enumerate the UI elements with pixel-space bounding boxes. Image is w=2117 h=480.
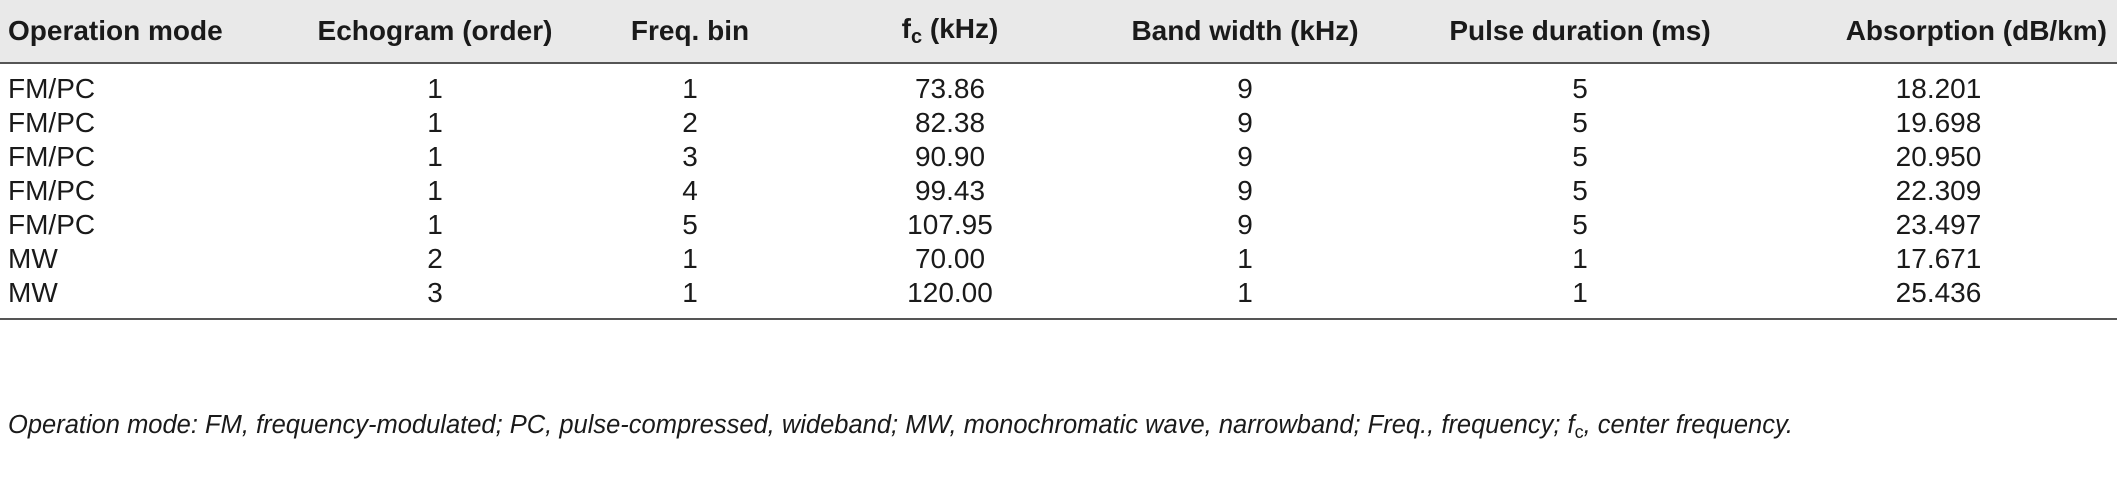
band-width-cell: 1 bbox=[1090, 276, 1400, 320]
center-frequency-cell: 90.90 bbox=[914, 141, 986, 172]
table-row: FM/PC 1 3 90.90 9 5 20.950 bbox=[0, 140, 2117, 174]
footnote-text: Operation mode: FM, frequency-modulated;… bbox=[8, 411, 1575, 439]
header-fc-unit: (kHz) bbox=[922, 13, 999, 44]
echogram-order-cell: 2 bbox=[427, 243, 443, 274]
parameters-table: Operation mode Echogram (order) Freq. bi… bbox=[0, 0, 2117, 320]
footnote-subscript: c bbox=[1574, 422, 1584, 442]
pulse-duration-cell: 1 bbox=[1572, 243, 1588, 274]
absorption-cell: 22.309 bbox=[1895, 175, 1982, 206]
freq-bin-cell: 1 bbox=[682, 73, 698, 104]
operation-mode-cell: FM/PC bbox=[8, 175, 96, 206]
pulse-duration-cell: 5 bbox=[1572, 209, 1588, 240]
band-width-cell: 9 bbox=[1237, 107, 1253, 138]
pulse-duration-cell: 5 bbox=[1572, 141, 1588, 172]
absorption-cell: 25.436 bbox=[1760, 276, 2117, 320]
pulse-duration-cell: 5 bbox=[1572, 175, 1588, 206]
header-center-frequency: fc (kHz) bbox=[810, 0, 1090, 64]
center-frequency-cell: 70.00 bbox=[914, 243, 986, 274]
freq-bin-cell: 3 bbox=[682, 141, 698, 172]
band-width-cell: 9 bbox=[1237, 209, 1253, 240]
header-freq-bin: Freq. bin bbox=[570, 0, 810, 64]
absorption-cell: 19.698 bbox=[1895, 107, 1982, 138]
center-frequency-cell: 107.95 bbox=[907, 209, 993, 240]
table-body: FM/PC 1 1 73.86 9 5 18.201 FM/PC 1 2 82.38 9 5 19.698… bbox=[0, 63, 2117, 320]
echogram-order-cell: 1 bbox=[427, 209, 443, 240]
table-row: FM/PC 1 1 73.86 9 5 18.201 bbox=[0, 63, 2117, 106]
pulse-duration-cell: 5 bbox=[1572, 73, 1588, 104]
operation-mode-cell: FM/PC bbox=[8, 209, 96, 240]
absorption-cell: 20.950 bbox=[1895, 141, 1982, 172]
operation-mode-cell: FM/PC bbox=[8, 107, 96, 138]
echogram-order-cell: 1 bbox=[427, 73, 443, 104]
pulse-duration-cell: 5 bbox=[1572, 107, 1588, 138]
operation-mode-cell: MW bbox=[0, 276, 300, 320]
header-pulse-duration: Pulse duration (ms) bbox=[1400, 0, 1760, 64]
echogram-order-cell: 1 bbox=[427, 107, 443, 138]
freq-bin-cell: 1 bbox=[570, 276, 810, 320]
header-absorption: Absorption (dB/km) bbox=[1760, 0, 2117, 64]
table-row: MW 2 1 70.00 1 1 17.671 bbox=[0, 242, 2117, 276]
pulse-duration-cell: 1 bbox=[1400, 276, 1760, 320]
freq-bin-cell: 1 bbox=[682, 243, 698, 274]
center-frequency-cell: 120.00 bbox=[810, 276, 1090, 320]
header-row: Operation mode Echogram (order) Freq. bi… bbox=[0, 0, 2117, 64]
freq-bin-cell: 2 bbox=[682, 107, 698, 138]
center-frequency-cell: 82.38 bbox=[914, 107, 986, 138]
band-width-cell: 9 bbox=[1237, 73, 1253, 104]
header-band-width: Band width (kHz) bbox=[1090, 0, 1400, 64]
header-fc-base: f bbox=[901, 13, 911, 44]
header-fc-subscript: c bbox=[910, 26, 923, 48]
operation-mode-cell: FM/PC bbox=[8, 141, 96, 172]
footnote-text-end: , center frequency. bbox=[1583, 411, 1793, 439]
table-row: MW 3 1 120.00 1 1 25.436 bbox=[0, 276, 2117, 320]
absorption-cell: 18.201 bbox=[1895, 73, 1982, 104]
operation-mode-cell: FM/PC bbox=[8, 73, 96, 104]
echogram-order-cell: 1 bbox=[427, 141, 443, 172]
band-width-cell: 1 bbox=[1237, 243, 1253, 274]
absorption-cell: 23.497 bbox=[1895, 209, 1982, 240]
table-header: Operation mode Echogram (order) Freq. bi… bbox=[0, 0, 2117, 64]
center-frequency-cell: 99.43 bbox=[914, 175, 986, 206]
table-footnote: Operation mode: FM, frequency-modulated;… bbox=[8, 411, 1793, 443]
band-width-cell: 9 bbox=[1237, 141, 1253, 172]
freq-bin-cell: 4 bbox=[682, 175, 698, 206]
header-operation-mode: Operation mode bbox=[0, 0, 300, 64]
freq-bin-cell: 5 bbox=[682, 209, 698, 240]
header-echogram-order: Echogram (order) bbox=[300, 0, 570, 64]
echogram-order-cell: 3 bbox=[300, 276, 570, 320]
table-row: FM/PC 1 2 82.38 9 5 19.698 bbox=[0, 106, 2117, 140]
center-frequency-cell: 73.86 bbox=[914, 73, 986, 104]
table-row: FM/PC 1 5 107.95 9 5 23.497 bbox=[0, 208, 2117, 242]
absorption-cell: 17.671 bbox=[1895, 243, 1982, 274]
band-width-cell: 9 bbox=[1237, 175, 1253, 206]
echogram-order-cell: 1 bbox=[427, 175, 443, 206]
operation-mode-cell: MW bbox=[8, 243, 58, 274]
table-row: FM/PC 1 4 99.43 9 5 22.309 bbox=[0, 174, 2117, 208]
